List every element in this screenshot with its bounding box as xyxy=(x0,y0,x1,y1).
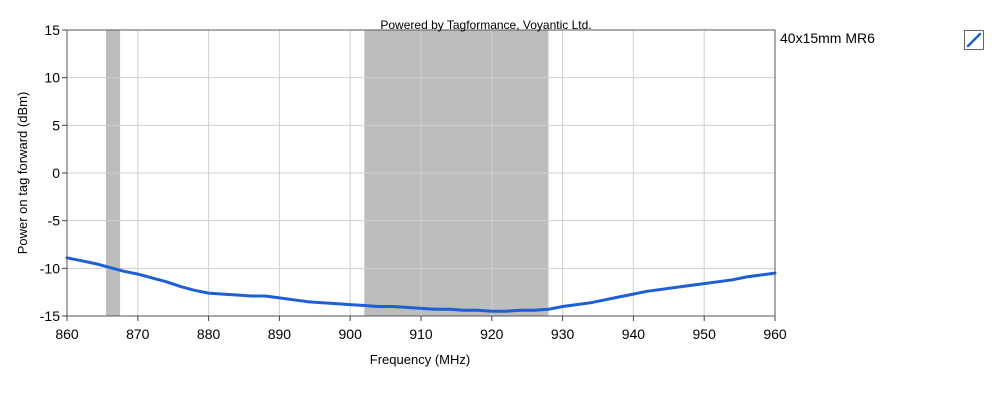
y-tick-label: -15 xyxy=(40,308,60,324)
y-tick-label: 15 xyxy=(44,22,60,38)
legend-swatch-icon[interactable] xyxy=(964,30,984,50)
x-tick-label: 960 xyxy=(763,326,787,342)
x-tick-label: 940 xyxy=(622,326,646,342)
series-layer xyxy=(65,256,777,313)
y-axis-label: Power on tag forward (dBm) xyxy=(15,92,30,255)
x-tick-label: 890 xyxy=(268,326,292,342)
x-tick-label: 950 xyxy=(693,326,717,342)
x-tick-label: 880 xyxy=(197,326,221,342)
x-axis-ticks: 860 870 880 890 900 910 920 930 940 950 960 xyxy=(55,316,787,342)
y-tick-label: 0 xyxy=(52,165,60,181)
x-axis-label: Frequency (MHz) xyxy=(370,352,470,367)
y-tick-label: -5 xyxy=(48,213,61,229)
x-tick-label: 920 xyxy=(480,326,504,342)
y-axis-ticks: 15 10 5 0 -5 -10 -15 xyxy=(40,22,67,324)
series-line-0 xyxy=(65,256,777,313)
x-tick-label: 860 xyxy=(55,326,79,342)
grid xyxy=(66,29,776,317)
x-tick-label: 900 xyxy=(339,326,363,342)
x-tick-label: 930 xyxy=(551,326,575,342)
x-tick-label: 870 xyxy=(126,326,150,342)
x-tick-label: 910 xyxy=(409,326,433,342)
legend-label: 40x15mm MR6 xyxy=(780,30,875,46)
line-swatch-icon xyxy=(966,32,982,48)
y-tick-label: 5 xyxy=(52,117,60,133)
y-tick-label: 10 xyxy=(44,70,60,86)
legend: 40x15mm MR6 xyxy=(780,30,990,70)
chart-title: Powered by Tagformance, Voyantic Ltd. xyxy=(380,18,591,32)
y-tick-label: -10 xyxy=(40,260,60,276)
